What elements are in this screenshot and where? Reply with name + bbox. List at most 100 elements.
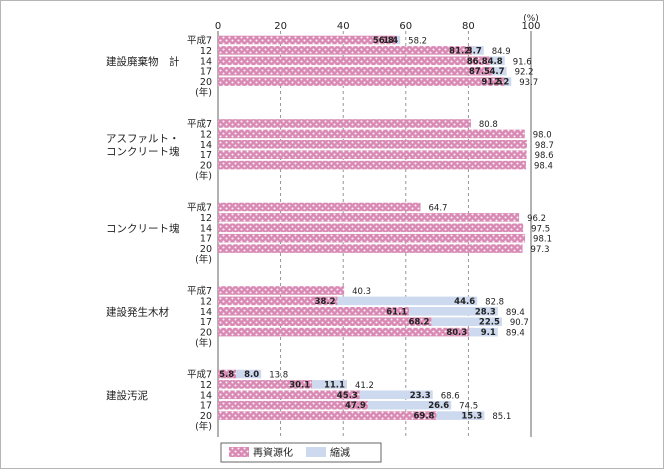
group-label: 建設廃棄物 計 <box>106 55 180 68</box>
bar-reduce <box>504 77 512 86</box>
total-value-label: 91.6 <box>513 57 532 67</box>
legend-box <box>220 442 382 463</box>
bar-reduce <box>489 56 505 66</box>
group-label: 建設発生木材 <box>106 305 169 318</box>
year-label: 20 <box>200 77 212 88</box>
reduce-value-label: 3.7 <box>467 46 482 56</box>
bar-reduce <box>469 327 498 337</box>
recycle-value-label: 69.8 <box>413 412 434 422</box>
group-label: アスファルト・ <box>106 133 180 145</box>
bar-recycle <box>218 223 524 233</box>
year-label: 12 <box>200 46 212 57</box>
bar-recycle <box>218 46 473 55</box>
bar-recycle <box>218 296 338 306</box>
legend-label-recycle: 再資源化 <box>253 446 293 459</box>
recycle-value-label: 47.9 <box>345 401 366 411</box>
total-value-label: 74.5 <box>459 402 478 412</box>
group-label: 建設汚泥 <box>106 389 148 402</box>
bar-recycle <box>218 327 470 337</box>
reduce-value-label: 2.2 <box>494 78 509 88</box>
bars <box>218 35 527 420</box>
bar-recycle <box>218 150 527 159</box>
year-label: 20 <box>200 411 212 422</box>
year-unit: (年) <box>195 170 212 182</box>
reduce-value-label: 44.6 <box>454 297 475 307</box>
year-label: 平成7 <box>187 285 212 297</box>
bar-recycle <box>218 129 525 139</box>
bar-reduce <box>359 390 433 400</box>
reduce-value-label: 23.3 <box>410 391 431 401</box>
year-unit: (年) <box>195 87 212 99</box>
group-label: コンクリート塊 <box>106 145 180 158</box>
total-value-label: 58.2 <box>408 37 427 47</box>
reduce-value-label: 26.6 <box>428 401 449 411</box>
bar-recycle <box>218 307 410 316</box>
year-label: 平成7 <box>187 118 212 130</box>
bar-reduce <box>491 66 507 76</box>
bar-recycle <box>218 369 237 379</box>
total-value-label: 85.1 <box>492 412 511 422</box>
x-tick-label: 20 <box>274 21 287 32</box>
year-label: 14 <box>200 390 212 401</box>
recycle-value-label: 38.2 <box>315 297 336 307</box>
bar-recycle <box>218 380 313 389</box>
year-label: 12 <box>200 380 212 391</box>
total-value-label: 97.5 <box>531 224 550 234</box>
recycle-value-label: 5.8 <box>219 370 234 380</box>
x-tick-label: 60 <box>399 21 412 32</box>
bar-recycle <box>218 202 421 212</box>
year-label: 14 <box>200 307 212 318</box>
year-label: 20 <box>200 161 212 172</box>
bar-reduce <box>436 411 485 420</box>
bar-recycle <box>218 66 492 76</box>
recycle-value-label: 86.8 <box>467 57 488 67</box>
recycle-value-label: 61.1 <box>386 307 407 317</box>
year-label: 20 <box>200 328 212 339</box>
legend-swatch-reduce <box>306 447 326 457</box>
recycle-value-label: 56.8 <box>373 36 394 46</box>
recycle-value-label: 45.3 <box>337 391 358 401</box>
year-label: 14 <box>200 223 212 234</box>
year-label: 12 <box>200 129 212 140</box>
bar-recycle <box>218 77 505 86</box>
year-label: 17 <box>200 401 212 412</box>
year-label: 14 <box>200 56 212 67</box>
total-value-label: 64.7 <box>429 204 448 214</box>
bar-reduce <box>236 369 262 379</box>
bar-recycle <box>218 286 345 295</box>
total-value-label: 96.2 <box>527 214 546 224</box>
year-label: 17 <box>200 317 212 328</box>
year-label: 平成7 <box>187 202 212 214</box>
year-label: 20 <box>200 244 212 255</box>
reduce-value-label: 4.8 <box>488 57 503 67</box>
bar-reduce <box>367 400 452 410</box>
recycle-value-label: 80.3 <box>446 328 467 338</box>
reduce-value-label: 15.3 <box>461 412 482 422</box>
total-value-label: 89.4 <box>506 329 525 339</box>
year-label: 平成7 <box>187 35 212 47</box>
bar-recycle <box>218 411 437 420</box>
bar-reduce <box>312 380 347 389</box>
x-tick-label: 0 <box>215 21 221 32</box>
reduce-value-label: 8.0 <box>244 370 259 380</box>
total-value-label: 90.7 <box>510 318 529 328</box>
bar-recycle <box>218 317 432 326</box>
reduce-value-label: 9.1 <box>481 328 496 338</box>
year-label: 14 <box>200 140 212 151</box>
total-value-label: 97.3 <box>531 245 550 255</box>
bar-recycle <box>218 35 396 45</box>
total-value-label: 82.8 <box>485 297 504 307</box>
bar-recycle <box>218 244 523 253</box>
bar-recycle <box>218 233 526 243</box>
year-label: 12 <box>200 213 212 224</box>
total-value-label: 13.8 <box>269 371 288 381</box>
recycle-value-label: 81.2 <box>449 46 470 56</box>
bar-recycle <box>218 390 360 400</box>
bar-reduce <box>472 46 484 55</box>
x-tick-label: 80 <box>462 21 475 32</box>
recycle-value-label: 91.5 <box>481 78 502 88</box>
gridlines <box>217 31 532 437</box>
total-value-label: 98.7 <box>535 141 554 151</box>
